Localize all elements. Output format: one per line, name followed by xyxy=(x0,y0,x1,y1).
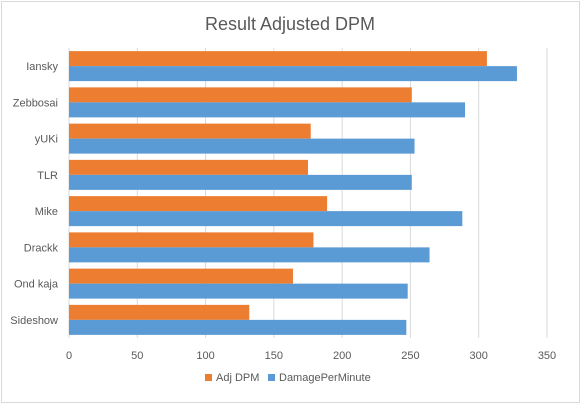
x-tick-labels: 0 50 100 150 200 250 300 350 xyxy=(66,350,556,362)
bar-damage-per-minute xyxy=(69,247,430,263)
bar-adj-dpm xyxy=(69,159,308,175)
bar-adj-dpm xyxy=(69,304,250,320)
bar-damage-per-minute xyxy=(69,174,412,190)
category-label: Ond kaja xyxy=(14,279,59,291)
x-tick-label: 250 xyxy=(401,350,419,362)
bar-adj-dpm xyxy=(69,268,293,284)
category-label: yUKi xyxy=(35,134,58,146)
bar-damage-per-minute xyxy=(69,319,407,335)
x-tick-label: 150 xyxy=(265,350,283,362)
category-label: Mike xyxy=(35,206,58,218)
category-label: Drackk xyxy=(24,242,59,254)
x-tick-label: 100 xyxy=(196,350,214,362)
legend-swatch xyxy=(205,374,212,381)
legend-label: DamagePerMinute xyxy=(279,372,371,384)
bar-damage-per-minute xyxy=(69,283,408,299)
legend-swatch xyxy=(268,374,275,381)
category-label: TLR xyxy=(37,170,58,182)
category-labels: Iansky Zebbosai yUKi TLR Mike Drackk Ond kaja S… xyxy=(10,61,59,327)
x-tick-label: 50 xyxy=(131,350,143,362)
x-tick-label: 200 xyxy=(333,350,351,362)
x-tick-label: 350 xyxy=(538,350,556,362)
bar-damage-per-minute xyxy=(69,211,463,227)
category-label: Iansky xyxy=(26,61,58,73)
chart-title: Result Adjusted DPM xyxy=(205,14,375,34)
bar-damage-per-minute xyxy=(69,102,466,118)
legend: Adj DPM DamagePerMinute xyxy=(205,372,371,384)
bar-adj-dpm xyxy=(69,51,487,67)
x-tick-label: 300 xyxy=(470,350,488,362)
legend-label: Adj DPM xyxy=(216,372,259,384)
bar-damage-per-minute xyxy=(69,138,415,154)
bar-adj-dpm xyxy=(69,232,314,248)
bar-damage-per-minute xyxy=(69,66,517,82)
bar-adj-dpm xyxy=(69,123,311,139)
category-label: Sideshow xyxy=(10,315,58,327)
bars xyxy=(69,51,517,335)
x-tick-label: 0 xyxy=(66,350,72,362)
bar-adj-dpm xyxy=(69,196,328,212)
category-label: Zebbosai xyxy=(13,97,58,109)
bar-adj-dpm xyxy=(69,87,412,103)
